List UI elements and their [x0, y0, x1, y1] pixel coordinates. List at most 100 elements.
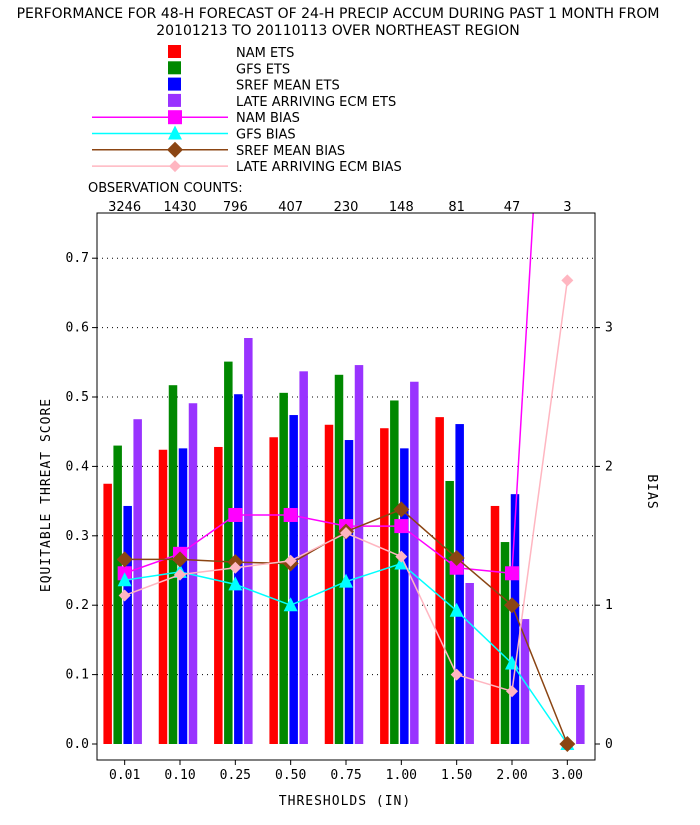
y2-tick-label: 1 — [605, 598, 613, 613]
x-tick-label: 0.01 — [109, 768, 140, 783]
y-tick-label: 0.7 — [66, 251, 89, 266]
legend-item: NAM ETS — [168, 45, 294, 61]
y2-tick-label: 2 — [605, 459, 613, 474]
bar-nam-ets — [103, 483, 112, 744]
square-marker — [449, 560, 464, 575]
small-diamond-marker — [450, 668, 463, 681]
legend-label: GFS BIAS — [236, 128, 296, 143]
bar-late-arriving-ecm-ets — [354, 365, 364, 744]
bar-gfs-ets — [168, 385, 178, 744]
bar-gfs-ets — [224, 361, 233, 744]
legend-item: NAM BIAS — [92, 110, 300, 126]
triangle-marker — [283, 597, 298, 612]
triangle-marker — [117, 572, 132, 587]
diamond-marker — [393, 501, 410, 518]
bar-nam-ets — [324, 424, 334, 744]
x-tick-label: 2.00 — [496, 768, 527, 783]
observation-count: 796 — [223, 200, 248, 215]
legend-label: GFS ETS — [236, 62, 290, 77]
legend-label: SREF MEAN ETS — [236, 79, 340, 94]
y-tick-label: 0.3 — [66, 529, 89, 544]
y-tick-label: 0.0 — [66, 737, 89, 752]
bar-gfs-ets — [500, 542, 510, 744]
bar-sref-mean-ets — [123, 505, 132, 744]
bar-gfs-ets — [445, 480, 454, 744]
y-tick-label: 0.4 — [66, 459, 90, 474]
bar-late-arriving-ecm-ets — [299, 371, 308, 744]
diamond-marker — [448, 550, 465, 567]
legend-label: NAM ETS — [236, 46, 294, 61]
legend-label: NAM BIAS — [236, 111, 300, 126]
square-marker — [394, 519, 409, 534]
x-tick-label: 3.00 — [552, 768, 583, 783]
legend-item: LATE ARRIVING ECM ETS — [168, 93, 396, 110]
square-marker — [168, 110, 182, 125]
chart-title-line1: PERFORMANCE FOR 48-H FORECAST OF 24-H PR… — [17, 6, 660, 22]
bar-nam-ets — [214, 446, 223, 744]
small-diamond-marker — [284, 554, 297, 567]
y2-tick-label: 3 — [605, 321, 613, 336]
triangle-marker — [228, 576, 243, 591]
legend-swatch — [168, 61, 181, 75]
y-axis-label: EQUITABLE THREAT SCORE — [39, 398, 54, 592]
small-diamond-marker — [169, 160, 181, 173]
bar-nam-ets — [380, 428, 389, 744]
legend-item: GFS ETS — [168, 61, 290, 77]
bar-nam-ets — [435, 417, 444, 744]
small-diamond-marker — [174, 568, 186, 581]
triangle-marker — [168, 125, 182, 140]
observation-count: 1430 — [163, 200, 196, 215]
bar-sref-mean-ets — [289, 415, 298, 744]
bar-nam-ets — [490, 505, 500, 744]
legend-swatch — [168, 93, 181, 107]
bar-gfs-ets — [279, 392, 288, 744]
axes: 0.0 0.1 0.2 0.3 0.4 0.5 0.6 0.7 0 1 2 3 0.01 0.10 0.25… — [66, 212, 613, 783]
observation-count: 3 — [563, 200, 571, 215]
diamond-marker — [504, 597, 520, 614]
legend-item: LATE ARRIVING ECM BIAS — [92, 160, 402, 175]
small-diamond-marker — [118, 589, 131, 602]
small-diamond-marker — [340, 527, 352, 540]
x-tick-label: 1.50 — [441, 768, 472, 783]
small-diamond-marker — [229, 561, 242, 574]
bar-nam-ets — [269, 437, 278, 744]
bias-series-late-arriving-ecm-bias — [118, 274, 574, 698]
bar-gfs-ets — [113, 445, 122, 744]
bar-late-arriving-ecm-ets — [133, 419, 142, 744]
bar-late-arriving-ecm-ets — [465, 582, 474, 744]
observation-count: 230 — [334, 200, 359, 215]
bar-sref-mean-ets — [510, 494, 520, 744]
y-tick-label: 0.1 — [66, 668, 89, 683]
legend-label: LATE ARRIVING ECM BIAS — [236, 160, 402, 175]
legend-item: SREF MEAN BIAS — [92, 141, 345, 159]
x-tick-label: 0.10 — [164, 768, 195, 783]
bar-sref-mean-ets — [344, 440, 354, 744]
square-marker — [505, 566, 519, 581]
x-tick-label: 0.25 — [220, 768, 251, 783]
legend-item: SREF MEAN ETS — [168, 77, 340, 94]
bar-late-arriving-ecm-ets — [410, 381, 419, 744]
bar-gfs-ets — [390, 400, 399, 744]
observation-count: 407 — [278, 200, 303, 215]
x-tick-label: 1.00 — [386, 768, 417, 783]
diamond-marker — [559, 736, 576, 752]
legend-label: SREF MEAN BIAS — [236, 144, 345, 159]
small-diamond-marker — [395, 550, 408, 563]
triangle-marker — [449, 602, 464, 617]
observation-count: 3246 — [108, 200, 141, 215]
legend-swatch — [168, 77, 181, 91]
diamond-marker — [167, 141, 183, 158]
bar-nam-ets — [158, 449, 168, 744]
y-tick-label: 0.5 — [66, 390, 89, 405]
legend-label: LATE ARRIVING ECM ETS — [236, 95, 396, 110]
observation-count: 47 — [504, 200, 521, 215]
diamond-marker — [116, 551, 133, 568]
bar-sref-mean-ets — [400, 448, 409, 744]
small-diamond-marker — [506, 685, 518, 698]
observation-counts-label: OBSERVATION COUNTS: — [88, 181, 243, 196]
y2-tick-label: 0 — [605, 737, 613, 752]
y-tick-label: 0.2 — [66, 598, 89, 613]
square-marker — [228, 507, 243, 522]
